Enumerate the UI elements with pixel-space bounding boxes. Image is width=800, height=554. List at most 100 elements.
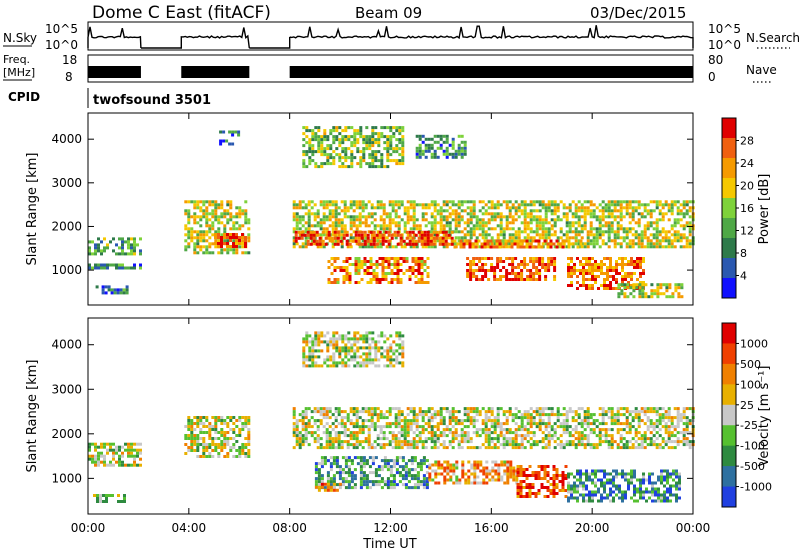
power-cell — [326, 156, 330, 160]
velocity-cell — [442, 419, 446, 423]
power-cell — [205, 251, 209, 255]
velocity-cell — [577, 413, 581, 417]
velocity-cell — [589, 431, 593, 435]
power-cell — [106, 243, 109, 247]
colorbar-tick-label: 20 — [740, 180, 754, 193]
power-cell — [319, 221, 323, 225]
power-cell — [333, 233, 337, 237]
power-cell — [568, 224, 572, 228]
power-cell — [389, 159, 393, 163]
power-cell — [670, 245, 674, 249]
velocity-cell — [295, 422, 299, 426]
power-cell — [88, 266, 91, 270]
velocity-cell — [325, 428, 329, 432]
power-cell — [139, 263, 142, 267]
power-cell — [323, 150, 327, 154]
velocity-cell — [520, 428, 524, 432]
power-cell — [118, 246, 121, 250]
power-cell — [481, 206, 485, 210]
velocity-cell — [422, 474, 426, 478]
velocity-cell — [667, 425, 671, 429]
power-cell — [324, 242, 328, 246]
velocity-cell — [397, 410, 401, 414]
power-cell — [478, 218, 482, 222]
power-cell — [322, 227, 326, 231]
power-cell — [350, 144, 354, 148]
velocity-cell — [304, 410, 308, 414]
power-cell — [550, 203, 554, 207]
power-cell — [574, 227, 578, 231]
power-cell — [463, 236, 467, 240]
power-cell — [357, 266, 361, 269]
power-cell — [508, 221, 512, 225]
power-cell — [383, 147, 387, 151]
power-cell — [342, 233, 346, 237]
power-cell — [562, 203, 566, 207]
power-cell — [615, 272, 618, 275]
power-cell — [399, 278, 403, 281]
power-cell — [118, 263, 121, 267]
power-cell — [511, 263, 515, 266]
power-cell — [317, 147, 321, 151]
velocity-cell — [361, 440, 365, 444]
power-cell — [604, 215, 608, 219]
power-cell — [643, 209, 647, 213]
power-cell — [570, 242, 574, 246]
velocity-cell — [676, 407, 680, 411]
velocity-cell — [601, 419, 605, 423]
power-cell — [388, 218, 392, 222]
power-cell — [349, 206, 353, 210]
power-cell — [295, 203, 299, 207]
velocity-cell — [322, 446, 326, 450]
power-cell — [682, 224, 686, 228]
power-cell — [433, 224, 437, 228]
power-cell — [334, 224, 338, 228]
power-cell — [368, 165, 372, 169]
velocity-cell — [436, 437, 440, 441]
power-cell — [628, 221, 632, 225]
power-cell — [612, 287, 615, 290]
power-cell — [498, 245, 502, 249]
power-cell — [459, 245, 463, 249]
power-cell — [398, 159, 402, 163]
velocity-cell — [118, 454, 121, 458]
power-cell — [426, 233, 430, 237]
velocity-cell — [442, 446, 446, 450]
power-cell — [438, 230, 442, 234]
velocity-cell — [325, 446, 329, 450]
velocity-cell — [604, 434, 608, 438]
power-cell — [609, 257, 612, 260]
velocity-cell — [476, 466, 480, 470]
power-cell — [424, 218, 428, 222]
velocity-cell — [433, 410, 437, 414]
power-cell — [387, 230, 391, 234]
velocity-cell — [470, 472, 474, 476]
velocity-cell — [398, 474, 402, 478]
power-cell — [385, 227, 389, 231]
velocity-cell — [622, 443, 626, 447]
velocity-cell — [413, 459, 417, 463]
velocity-cell — [401, 456, 405, 460]
velocity-cell — [622, 437, 626, 441]
velocity-cell — [643, 422, 647, 426]
velocity-cell — [446, 466, 450, 470]
power-cell — [517, 209, 521, 213]
velocity-cell — [682, 410, 686, 414]
power-cell — [375, 281, 379, 284]
power-cell — [559, 245, 563, 249]
power-cell — [347, 135, 351, 139]
power-cell — [457, 200, 461, 204]
power-cell — [205, 209, 209, 213]
power-cell — [423, 242, 427, 246]
velocity-cell — [394, 416, 398, 420]
velocity-cell — [406, 428, 410, 432]
power-cell — [411, 242, 415, 246]
power-cell — [375, 260, 379, 263]
power-cell — [606, 257, 609, 260]
power-cell — [619, 227, 623, 231]
velocity-cell — [568, 434, 572, 438]
velocity-cell — [421, 410, 425, 414]
power-cell — [363, 272, 367, 275]
power-cell — [538, 260, 542, 263]
